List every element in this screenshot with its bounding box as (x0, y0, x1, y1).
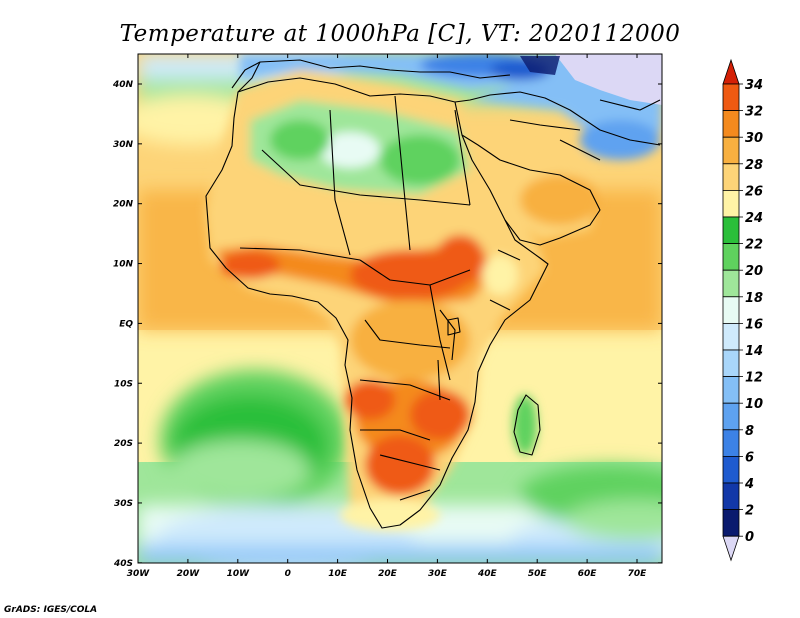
colorbar-swatch (722, 402, 740, 431)
colorbar-label: 20 (745, 264, 763, 279)
x-tick-label: 20E (378, 569, 398, 579)
colorbar-label: 24 (745, 211, 763, 226)
colorbar-label: 26 (745, 184, 763, 199)
colorbar-swatch (722, 482, 740, 511)
chart-title: Temperature at 1000hPa [C], VT: 20201120… (120, 21, 681, 47)
colorbar-swatch (722, 110, 740, 138)
y-tick-label: 30S (114, 499, 133, 509)
colorbar-swatch (722, 243, 740, 271)
colorbar-label: 16 (745, 317, 763, 332)
colorbar-label: 0 (745, 530, 754, 545)
x-tick-label: 30E (428, 569, 448, 579)
y-tick-label: 10N (113, 260, 134, 270)
y-tick-label: 40S (113, 559, 133, 569)
colorbar-swatch (722, 136, 740, 165)
x-tick-label: 30W (127, 569, 151, 579)
colorbar-swatch (722, 509, 740, 537)
colorbar-label: 8 (745, 424, 754, 439)
colorbar-swatch (722, 189, 740, 218)
colorbar-swatch (722, 322, 740, 351)
colorbar-under-arrow (722, 535, 740, 562)
y-tick-label: 40N (112, 80, 134, 90)
colorbar-label: 6 (745, 450, 754, 465)
x-tick-label: 0 (285, 569, 291, 579)
colorbar-label: 34 (745, 78, 763, 93)
colorbar-swatch (722, 296, 740, 324)
y-tick-label: 10S (114, 379, 133, 389)
colorbar-swatch (722, 269, 740, 298)
colorbar-label: 2 (745, 504, 754, 519)
y-axis: 40N 30N 20N 10N EQ 10S 20S 30S 40S (112, 80, 662, 569)
colorbar-label: 32 (745, 105, 763, 120)
x-axis: 30W 20W 10W 0 10E 20E 30E 40E 50E 60E 70E (127, 54, 647, 579)
colorbar-label: 18 (745, 291, 763, 306)
colorbar-label: 30 (745, 131, 763, 146)
x-tick-label: 10E (328, 569, 348, 579)
colorbar-label: 10 (745, 397, 763, 412)
colorbar-over-arrow (722, 58, 740, 85)
y-tick-label: EQ (119, 319, 133, 329)
colorbar-swatch (722, 216, 740, 245)
colorbar-label: 12 (745, 371, 763, 386)
colorbar-label: 14 (745, 344, 763, 359)
temperature-field (138, 54, 662, 563)
x-tick-label: 40E (477, 569, 498, 579)
colorbar-label: 22 (745, 238, 763, 253)
y-tick-label: 20S (114, 439, 133, 449)
colorbar-label: 28 (745, 158, 763, 173)
x-tick-label: 70E (628, 569, 648, 579)
x-tick-label: 50E (528, 569, 548, 579)
x-tick-label: 20W (177, 569, 201, 579)
colorbar-swatch (722, 163, 740, 191)
y-tick-label: 30N (113, 140, 134, 150)
plot-frame (137, 53, 663, 564)
grads-credit: GrADS: IGES/COLA (4, 605, 97, 615)
colorbar-swatch (722, 376, 740, 404)
colorbar-label: 4 (744, 477, 754, 492)
colorbar-swatch (722, 455, 740, 484)
colorbar-swatch (722, 429, 740, 457)
colorbar-swatch (722, 349, 740, 378)
y-tick-label: 20N (113, 200, 134, 210)
x-tick-label: 60E (578, 569, 598, 579)
x-tick-label: 10W (227, 569, 251, 579)
colorbar-swatch (722, 83, 740, 112)
